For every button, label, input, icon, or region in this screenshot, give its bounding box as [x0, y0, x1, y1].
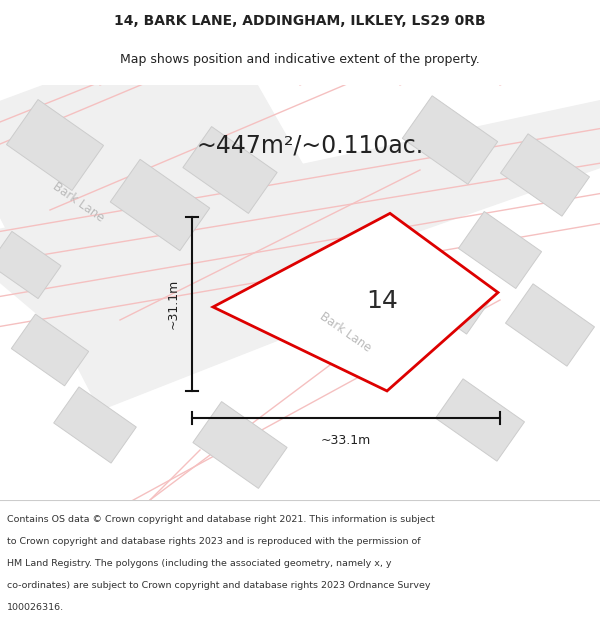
Polygon shape: [436, 379, 524, 461]
Text: Contains OS data © Crown copyright and database right 2021. This information is : Contains OS data © Crown copyright and d…: [7, 515, 435, 524]
Text: ~447m²/~0.110ac.: ~447m²/~0.110ac.: [196, 133, 424, 157]
Polygon shape: [0, 90, 600, 350]
Polygon shape: [458, 211, 542, 289]
Text: Bark Lane: Bark Lane: [50, 179, 106, 224]
Text: Map shows position and indicative extent of the property.: Map shows position and indicative extent…: [120, 53, 480, 66]
Polygon shape: [7, 99, 104, 191]
Polygon shape: [183, 127, 277, 213]
Polygon shape: [54, 387, 136, 463]
Text: co-ordinates) are subject to Crown copyright and database rights 2023 Ordnance S: co-ordinates) are subject to Crown copyr…: [7, 581, 431, 589]
Polygon shape: [213, 213, 498, 391]
Polygon shape: [110, 159, 210, 251]
Text: Bark Lane: Bark Lane: [317, 309, 373, 354]
Text: 100026316.: 100026316.: [7, 602, 64, 611]
Polygon shape: [0, 20, 380, 410]
Text: to Crown copyright and database rights 2023 and is reproduced with the permissio: to Crown copyright and database rights 2…: [7, 537, 421, 546]
Text: 14, BARK LANE, ADDINGHAM, ILKLEY, LS29 0RB: 14, BARK LANE, ADDINGHAM, ILKLEY, LS29 0…: [114, 14, 486, 28]
Text: ~33.1m: ~33.1m: [321, 434, 371, 447]
Polygon shape: [403, 96, 497, 184]
Text: ~31.1m: ~31.1m: [167, 279, 180, 329]
Text: 14: 14: [366, 289, 398, 313]
Text: HM Land Registry. The polygons (including the associated geometry, namely x, y: HM Land Registry. The polygons (includin…: [7, 559, 392, 568]
Polygon shape: [11, 314, 89, 386]
Polygon shape: [407, 256, 493, 334]
Polygon shape: [506, 284, 595, 366]
Polygon shape: [0, 231, 61, 299]
Polygon shape: [500, 134, 589, 216]
Polygon shape: [193, 402, 287, 488]
